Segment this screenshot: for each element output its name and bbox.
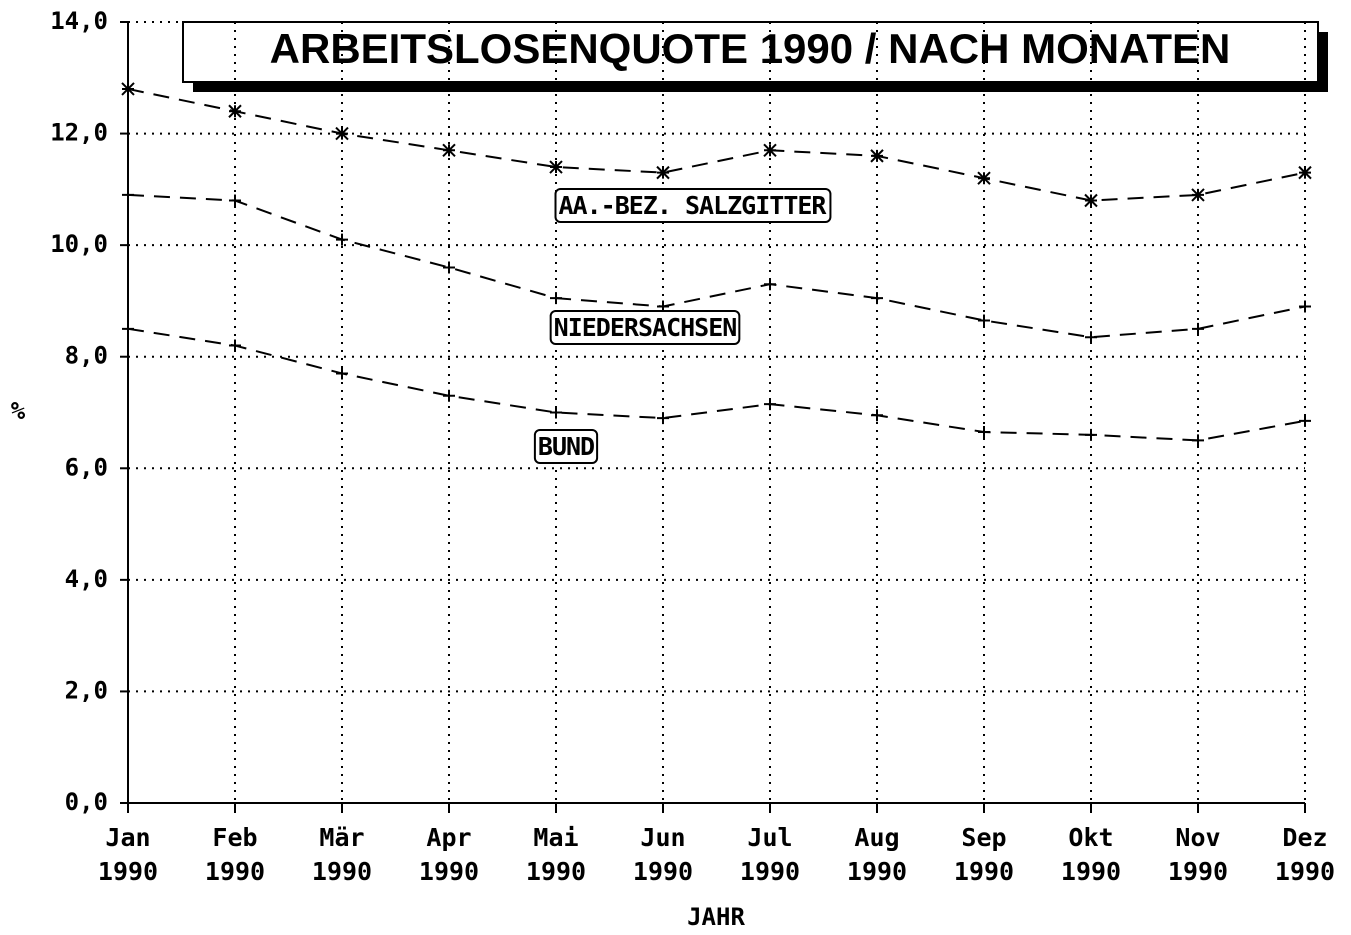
marker [550,406,562,419]
x-tick-label: Feb 1990 [204,823,266,886]
series-line [127,87,1306,202]
marker [1191,188,1205,202]
x-tick-label: Mai 1990 [525,823,587,886]
series-label-box [554,188,832,223]
marker [228,104,242,118]
y-tick-label: 8,0 [65,342,108,370]
series-line [127,327,1306,442]
x-tick-label: Sep 1990 [953,823,1015,886]
series-label-box [549,310,741,345]
marker [1299,414,1311,427]
x-tick-label: Aug 1990 [846,823,908,886]
marker [1085,331,1097,344]
x-tick-label: Jul 1990 [739,823,801,886]
y-axis-label: % [11,397,26,425]
y-tick-label: 10,0 [50,230,108,258]
x-tick-label: Dez 1990 [1274,823,1336,886]
marker [443,261,455,274]
x-tick-label: Jun 1990 [632,823,694,886]
x-tick-label: Nov 1990 [1167,823,1229,886]
marker [978,426,990,439]
y-tick-label: 0,0 [65,788,108,816]
marker [122,322,134,335]
marker [549,160,563,174]
x-tick-label: Apr 1990 [418,823,480,886]
marker [229,339,241,352]
series-label: BUND [538,432,594,461]
marker [443,389,455,402]
marker [1299,300,1311,313]
marker [1298,165,1312,180]
chart-title: ARBEITSLOSENQUOTE 1990 / NACH MONATEN [270,25,1231,72]
marker [1192,434,1204,447]
marker [121,82,135,96]
marker [764,398,776,411]
marker [1085,428,1097,441]
marker [442,143,456,158]
marker [336,233,348,246]
marker [656,165,670,180]
series-line [127,193,1306,339]
marker [657,412,669,425]
x-tick-label: Mär 1990 [311,823,373,886]
marker [871,409,883,422]
marker [763,143,777,158]
y-tick-label: 4,0 [65,565,108,593]
y-tick-label: 6,0 [65,453,108,481]
y-tick-label: 12,0 [50,119,108,147]
marker [870,149,884,163]
y-tick-label: 2,0 [65,676,108,704]
marker [1192,322,1204,335]
x-axis-label: JAHR [687,903,745,931]
series-label-box [533,429,599,464]
series-label: AA.-BEZ. SALZGITTER [559,191,828,220]
marker [764,278,776,291]
marker [335,126,349,141]
marker [336,367,348,380]
marker [977,171,991,185]
x-tick-label: Jan 1990 [97,823,159,886]
series-label: NIEDERSACHSEN [554,313,737,342]
marker [122,188,134,201]
marker [550,292,562,305]
marker [229,194,241,207]
title-box [182,21,1319,83]
marker [978,314,990,327]
x-tick-label: Okt 1990 [1060,823,1122,886]
marker [1084,193,1098,208]
marker [871,292,883,305]
y-tick-label: 14,0 [50,7,108,35]
